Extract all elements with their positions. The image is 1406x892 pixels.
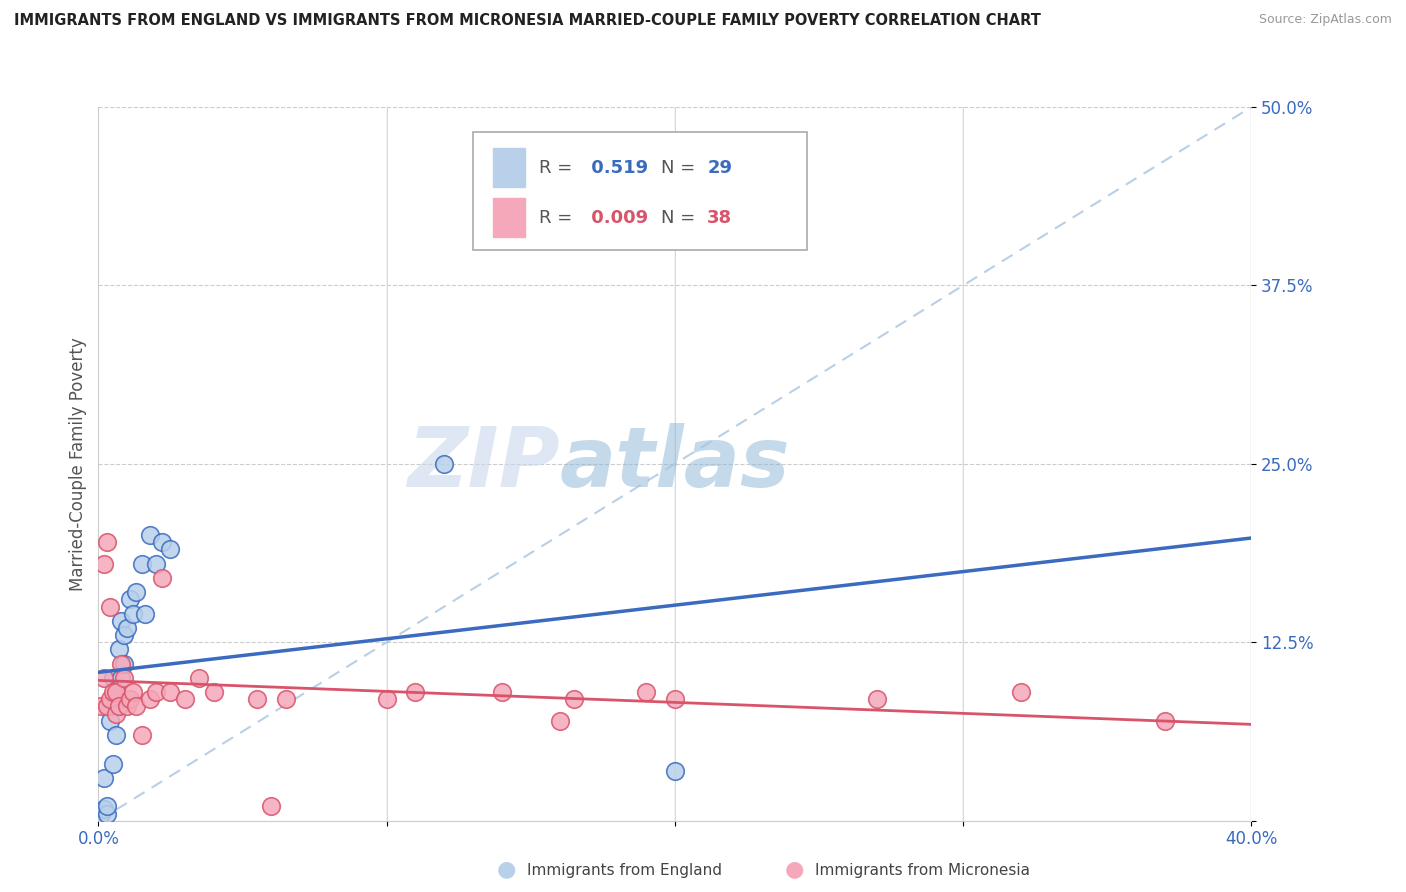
Point <box>188 671 211 685</box>
Text: Source: ZipAtlas.com: Source: ZipAtlas.com <box>1258 13 1392 27</box>
Text: R =: R = <box>538 209 578 227</box>
Point <box>93 802 115 816</box>
Point <box>93 771 115 785</box>
Point <box>112 628 135 642</box>
Text: IMMIGRANTS FROM ENGLAND VS IMMIGRANTS FROM MICRONESIA MARRIED-COUPLE FAMILY POVE: IMMIGRANTS FROM ENGLAND VS IMMIGRANTS FR… <box>14 13 1040 29</box>
Point <box>96 799 118 814</box>
Point <box>139 692 162 706</box>
Point <box>101 685 124 699</box>
Point <box>131 728 153 742</box>
Bar <box>492 198 524 237</box>
Point <box>93 557 115 571</box>
Point <box>104 685 127 699</box>
Point <box>112 657 135 671</box>
Text: 0.009: 0.009 <box>585 209 648 227</box>
Text: 29: 29 <box>707 159 733 177</box>
Point <box>274 692 297 706</box>
Point <box>491 685 513 699</box>
Text: ●: ● <box>785 860 804 880</box>
Text: N =: N = <box>661 159 702 177</box>
Text: 38: 38 <box>707 209 733 227</box>
Point <box>260 799 283 814</box>
Bar <box>492 148 524 187</box>
Point <box>548 714 571 728</box>
Point <box>159 685 181 699</box>
Text: N =: N = <box>661 209 702 227</box>
Point <box>110 657 132 671</box>
Point <box>90 806 112 821</box>
Point <box>104 685 127 699</box>
Point <box>117 699 138 714</box>
Point <box>1153 714 1175 728</box>
Point <box>125 699 148 714</box>
Point <box>96 806 118 821</box>
Text: 0.519: 0.519 <box>585 159 648 177</box>
Point <box>174 692 197 706</box>
Point <box>107 699 129 714</box>
Point <box>96 699 118 714</box>
Point <box>1010 685 1032 699</box>
Point <box>125 585 148 599</box>
Point <box>104 728 127 742</box>
Point <box>120 692 142 706</box>
Text: R =: R = <box>538 159 578 177</box>
Point <box>134 607 156 621</box>
Text: Immigrants from Micronesia: Immigrants from Micronesia <box>815 863 1031 878</box>
Point <box>120 592 142 607</box>
Point <box>433 457 456 471</box>
Point <box>562 692 585 706</box>
Point <box>98 699 121 714</box>
Text: ●: ● <box>496 860 516 880</box>
Point <box>101 671 124 685</box>
Point <box>122 607 145 621</box>
Point <box>375 692 398 706</box>
Y-axis label: Married-Couple Family Poverty: Married-Couple Family Poverty <box>69 337 87 591</box>
Text: atlas: atlas <box>560 424 790 504</box>
Point <box>110 614 132 628</box>
Point <box>110 671 132 685</box>
Point <box>405 685 427 699</box>
Point <box>131 557 153 571</box>
Point <box>117 621 138 635</box>
Point <box>107 642 129 657</box>
Point <box>150 535 173 549</box>
Text: Immigrants from England: Immigrants from England <box>527 863 723 878</box>
Point <box>101 756 124 771</box>
Point <box>202 685 225 699</box>
Point <box>139 528 162 542</box>
Point <box>93 671 115 685</box>
Point <box>150 571 173 585</box>
Point <box>636 685 658 699</box>
Point <box>98 599 121 614</box>
Point <box>122 685 145 699</box>
Point <box>246 692 269 706</box>
Point <box>664 764 686 778</box>
Point <box>104 706 127 721</box>
Point <box>90 699 112 714</box>
Point <box>107 699 129 714</box>
FancyBboxPatch shape <box>472 132 807 250</box>
Point <box>866 692 889 706</box>
Point <box>96 535 118 549</box>
Point <box>98 714 121 728</box>
Point <box>112 671 135 685</box>
Point <box>145 557 167 571</box>
Point <box>664 692 686 706</box>
Point <box>145 685 167 699</box>
Point <box>159 542 181 557</box>
Point <box>98 692 121 706</box>
Text: ZIP: ZIP <box>406 424 560 504</box>
